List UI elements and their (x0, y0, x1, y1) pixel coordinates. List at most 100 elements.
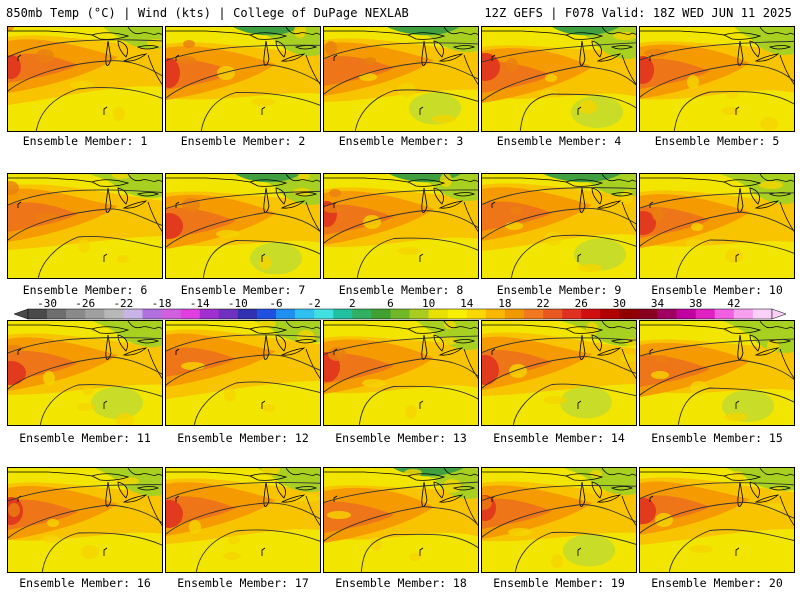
great-lakes-outline (248, 473, 318, 507)
height-contours (324, 481, 478, 572)
coastline (8, 27, 162, 85)
height-contours (482, 337, 636, 425)
great-lakes-outline (564, 473, 634, 507)
great-lakes-outline (248, 32, 318, 66)
colorbar-tick-label: 38 (689, 297, 703, 310)
temperature-map (482, 174, 636, 278)
colorbar-tick-label: -6 (269, 297, 283, 310)
ensemble-map-panel (165, 467, 321, 573)
great-lakes-outline (90, 32, 160, 66)
colorbar-swatch (256, 309, 277, 319)
colorbar-swatch (295, 309, 315, 319)
coastline (640, 468, 794, 526)
colorbar-tick-label: -14 (189, 297, 210, 310)
colorbar-swatch (466, 309, 487, 319)
colorbar-swatch (314, 309, 334, 319)
colorbar-swatch (218, 309, 239, 319)
height-contours (640, 192, 794, 278)
colorbar-tick-label: -26 (75, 297, 96, 310)
colorbar-swatch (161, 309, 181, 319)
coastline (8, 468, 162, 526)
temperature-map (166, 321, 320, 425)
height-contours (324, 42, 478, 131)
coastline (324, 321, 478, 379)
ensemble-map-panel (481, 467, 637, 573)
wind-barbs (175, 201, 266, 262)
colorbar-swatch (47, 309, 67, 319)
wind-barbs (333, 54, 424, 115)
colorbar-tick-label: -10 (227, 297, 248, 310)
height-contours (8, 189, 162, 278)
wind-barbs (17, 201, 108, 262)
colorbar-swatch (695, 309, 716, 319)
height-contours (166, 334, 320, 425)
coastline (640, 27, 794, 85)
coastline (8, 174, 162, 232)
colorbar-swatch (390, 309, 410, 319)
ensemble-member-caption: Ensemble Member: 15 (651, 431, 783, 445)
coastline (324, 174, 478, 232)
wind-barbs (491, 201, 582, 262)
temperature-map (482, 468, 636, 572)
great-lakes-outline (406, 32, 476, 66)
temperature-colorbar (14, 308, 786, 320)
coastline (166, 174, 320, 232)
colorbar-swatch (428, 309, 448, 319)
ensemble-map-panel (481, 173, 637, 279)
coastline (324, 27, 478, 85)
height-contours (166, 44, 320, 131)
ensemble-map-panel (7, 173, 163, 279)
temperature-map (640, 468, 794, 572)
ensemble-member-caption: Ensemble Member: 1 (22, 134, 148, 148)
colorbar-tick-label: 14 (460, 297, 474, 310)
height-contours (8, 337, 162, 425)
ensemble-map-panel (639, 467, 795, 573)
colorbar-tick-label: 26 (574, 297, 588, 310)
coastline (640, 321, 794, 379)
height-contours (166, 190, 320, 278)
colorbar-tick-label: 2 (348, 297, 356, 310)
height-contours (482, 42, 636, 131)
ensemble-map-panel (165, 173, 321, 279)
ensemble-map-panel (165, 26, 321, 132)
coastline (166, 321, 320, 379)
colorbar-swatch (543, 309, 563, 319)
colorbar-swatch (66, 309, 86, 319)
ensemble-map-panel (7, 467, 163, 573)
colorbar-tick-label: -30 (37, 297, 57, 310)
colorbar-tick-label: -22 (113, 297, 134, 310)
ensemble-member-caption: Ensemble Member: 14 (493, 431, 625, 445)
temperature-map (324, 174, 478, 278)
ensemble-member-caption: Ensemble Member: 11 (19, 431, 151, 445)
wind-barbs (17, 54, 108, 115)
colorbar-tick-label: 22 (536, 297, 550, 310)
colorbar-swatch (752, 309, 773, 319)
temperature-map (482, 27, 636, 131)
ensemble-member-caption: Ensemble Member: 3 (338, 134, 464, 148)
ensemble-member-caption: Ensemble Member: 19 (493, 576, 625, 590)
colorbar-tick-label: 10 (421, 297, 436, 310)
great-lakes-outline (564, 179, 634, 213)
ensemble-map-panel (481, 26, 637, 132)
ensemble-member-caption: Ensemble Member: 7 (180, 283, 306, 297)
ensemble-map-panel (639, 173, 795, 279)
coastline (166, 27, 320, 85)
colorbar-swatch (180, 309, 200, 319)
colorbar-swatch (123, 309, 143, 319)
colorbar-swatch (657, 309, 677, 319)
ensemble-member-caption: Ensemble Member: 16 (19, 576, 151, 590)
colorbar-swatch (504, 309, 525, 319)
map-title: 850mb Temp (°C) | Wind (kts) | College o… (6, 6, 409, 20)
model-run-info: 12Z GEFS | F078 Valid: 18Z WED JUN 11 20… (484, 6, 792, 20)
temperature-map (324, 321, 478, 425)
ensemble-map-panel (639, 320, 795, 426)
coastline (482, 468, 636, 526)
temperature-map (324, 468, 478, 572)
ensemble-member-caption: Ensemble Member: 20 (651, 576, 783, 590)
height-contours (166, 481, 320, 572)
temperature-map (166, 468, 320, 572)
height-contours (640, 482, 794, 572)
coastline (324, 468, 478, 526)
ensemble-member-caption: Ensemble Member: 10 (651, 283, 783, 297)
great-lakes-outline (248, 326, 318, 360)
